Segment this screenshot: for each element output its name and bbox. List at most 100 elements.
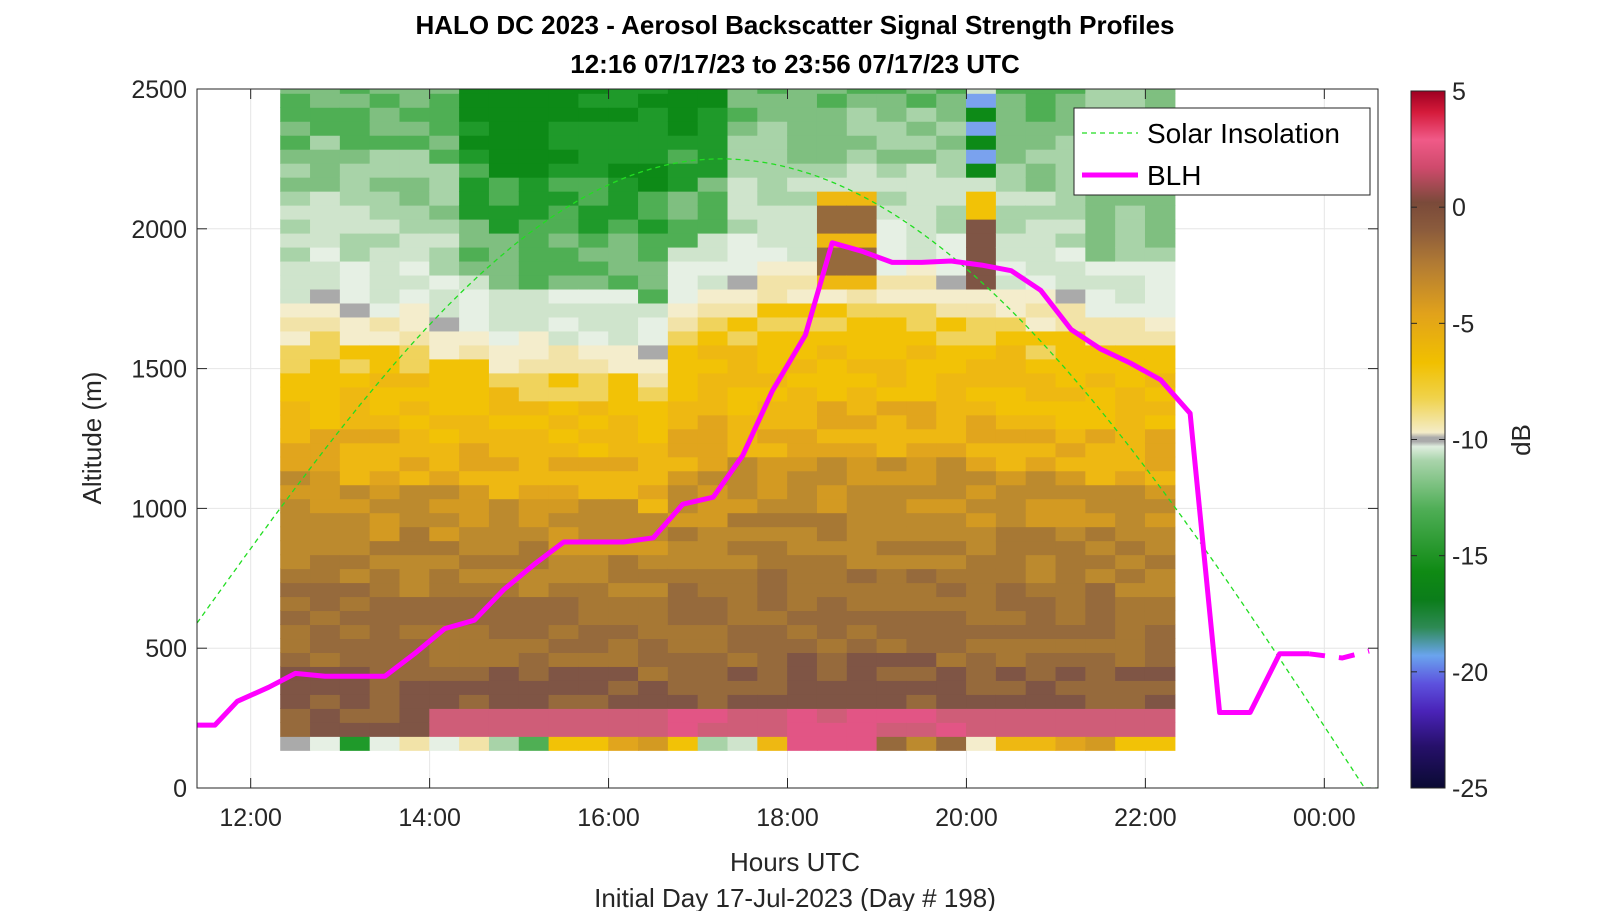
heatmap-cell (667, 666, 699, 681)
heatmap-cell (339, 736, 371, 751)
heatmap-cell (459, 694, 490, 709)
heatmap-cell (1025, 89, 1057, 94)
heatmap-cell (727, 596, 758, 612)
heatmap-cell (787, 554, 818, 570)
heatmap-cell (995, 219, 1027, 234)
heatmap-cell (966, 666, 997, 681)
heatmap-cell (310, 344, 341, 360)
heatmap-cell (459, 470, 490, 486)
heatmap-cell (936, 610, 967, 626)
heatmap-cell (608, 736, 639, 751)
heatmap-cell (399, 358, 430, 374)
heatmap-cell (697, 694, 729, 709)
heatmap-cell (966, 246, 997, 262)
heatmap-cell (310, 232, 341, 248)
heatmap-cell (1144, 205, 1176, 220)
heatmap-cell (399, 526, 430, 542)
heatmap-cell (638, 442, 669, 458)
heatmap-cell (787, 89, 818, 94)
heatmap-cell (757, 93, 788, 108)
heatmap-cell (1115, 219, 1146, 234)
heatmap-cell (936, 582, 967, 598)
chart-subtitle: 12:16 07/17/23 to 23:56 07/17/23 UTC (570, 49, 1020, 79)
heatmap-cell (280, 596, 311, 612)
heatmap-cell (459, 191, 490, 206)
heatmap-cell (757, 414, 788, 430)
heatmap-cell (429, 205, 460, 220)
heatmap-cell (310, 400, 341, 416)
heatmap-cell (787, 582, 818, 598)
heatmap-cell (578, 610, 609, 626)
heatmap-cell (339, 638, 371, 653)
heatmap-cell (846, 205, 878, 220)
heatmap-cell (548, 708, 580, 723)
heatmap-cell (906, 680, 937, 695)
heatmap-cell (459, 624, 490, 640)
heatmap-cell (369, 246, 401, 262)
heatmap-cell (518, 694, 550, 709)
heatmap-cell (1025, 177, 1057, 192)
heatmap-cell (995, 205, 1027, 220)
heatmap-cell (578, 554, 609, 570)
heatmap-cell (518, 624, 550, 640)
heatmap-cell (310, 246, 341, 262)
heatmap-cell (876, 121, 908, 136)
heatmap-cell (1025, 372, 1057, 388)
heatmap-cell (369, 93, 401, 108)
heatmap-cell (399, 89, 430, 94)
heatmap-cell (548, 219, 580, 234)
heatmap-cell (995, 582, 1027, 598)
heatmap-cell (966, 512, 997, 528)
heatmap-cell (339, 456, 371, 472)
heatmap-cell (488, 191, 520, 206)
heatmap-cell (787, 288, 818, 304)
heatmap-cell (995, 107, 1027, 122)
heatmap-cell (488, 610, 520, 626)
heatmap-cell (310, 219, 341, 234)
heatmap-cell (280, 163, 311, 178)
heatmap-cell (816, 386, 848, 402)
heatmap-cell (518, 89, 550, 94)
heatmap-cell (518, 274, 550, 290)
heatmap-cell (1115, 456, 1146, 472)
heatmap-cell (906, 372, 937, 388)
heatmap-cell (1025, 694, 1057, 709)
heatmap-cell (1055, 428, 1086, 444)
heatmap-cell (1025, 582, 1057, 598)
heatmap-cell (966, 400, 997, 416)
heatmap-cell (1085, 540, 1116, 556)
heatmap-cell (846, 638, 878, 653)
heatmap-cell (1055, 372, 1086, 388)
heatmap-cell (846, 288, 878, 304)
heatmap-cell (727, 358, 758, 374)
heatmap-cell (578, 191, 609, 206)
heatmap-cell (816, 302, 848, 318)
heatmap-cell (1025, 219, 1057, 234)
heatmap-cell (310, 694, 341, 709)
heatmap-cell (816, 121, 848, 136)
heatmap-cell (1144, 302, 1176, 318)
heatmap-cell (727, 638, 758, 653)
heatmap-cell (906, 596, 937, 612)
heatmap-cell (548, 149, 580, 164)
heatmap-cell (757, 358, 788, 374)
heatmap-cell (1144, 666, 1176, 681)
heatmap-cell (966, 372, 997, 388)
heatmap-cell (399, 722, 430, 737)
heatmap-cell (518, 177, 550, 192)
heatmap-cell (369, 372, 401, 388)
heatmap-cell (1115, 596, 1146, 612)
heatmap-cell (280, 135, 311, 150)
heatmap-cell (339, 344, 371, 360)
heatmap-cell (459, 428, 490, 444)
heatmap-cell (787, 107, 818, 122)
heatmap-cell (339, 722, 371, 737)
heatmap-cell (936, 428, 967, 444)
heatmap-cell (697, 330, 729, 346)
heatmap-cell (846, 722, 878, 737)
x-tick-label: 18:00 (756, 804, 819, 832)
heatmap-cell (906, 400, 937, 416)
heatmap-cell (280, 694, 311, 709)
heatmap-cell (816, 456, 848, 472)
heatmap-cell (906, 498, 937, 514)
